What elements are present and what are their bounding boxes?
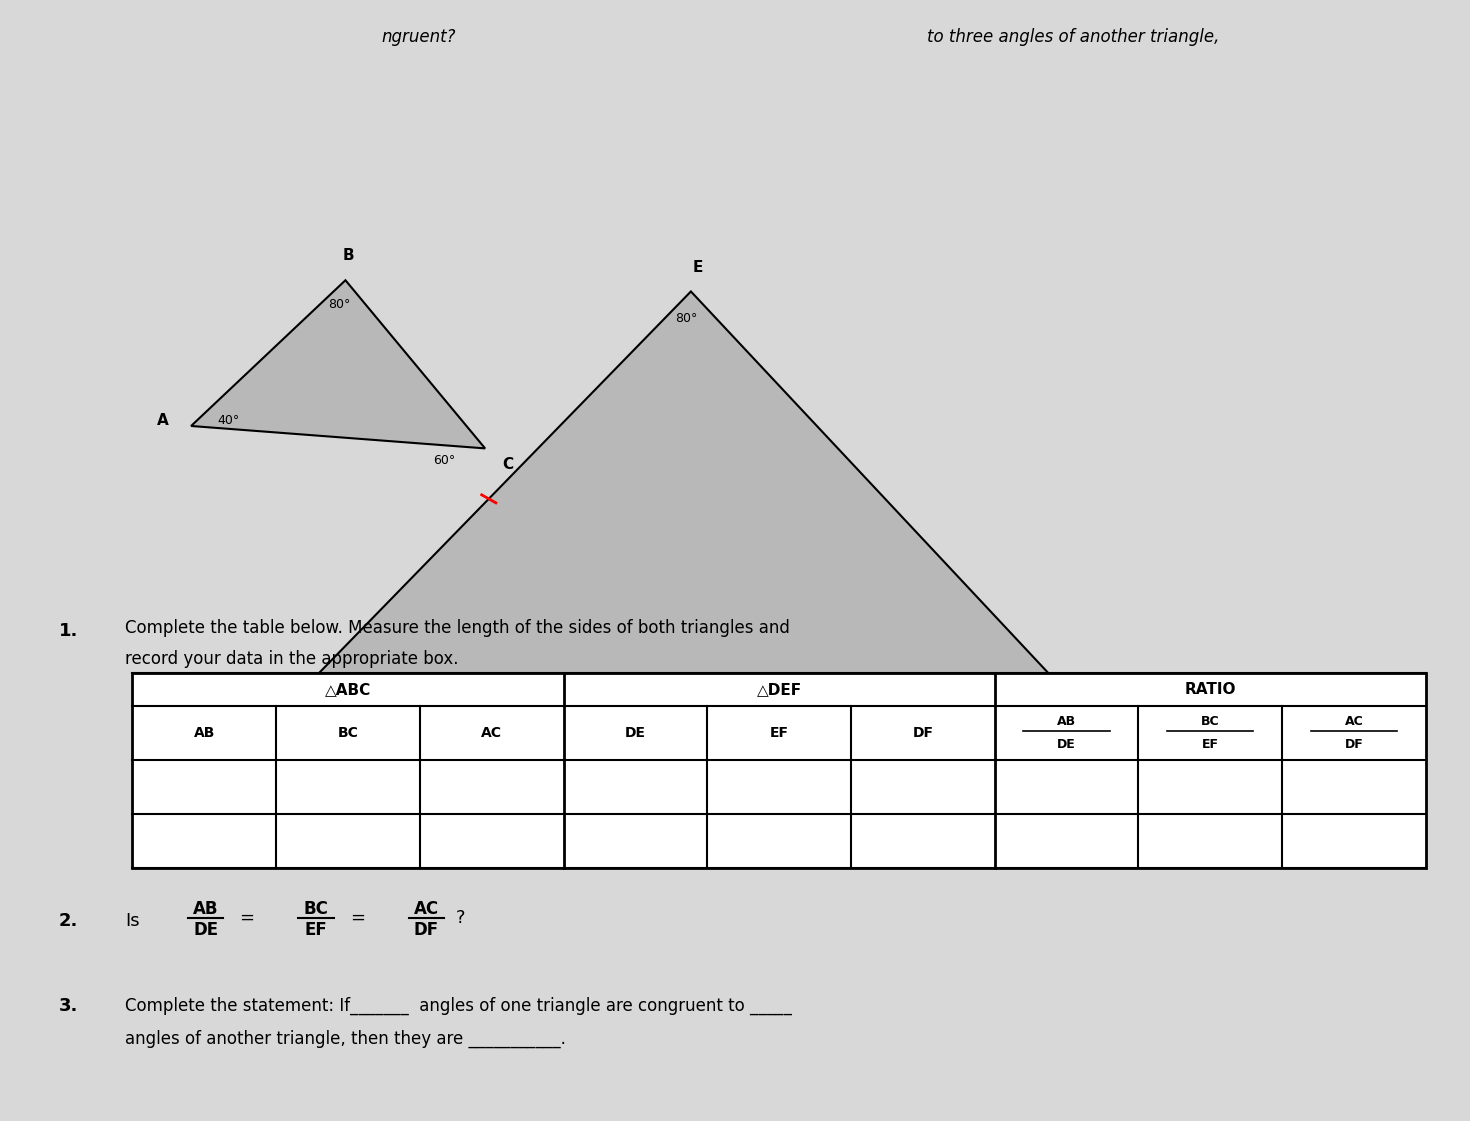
Text: 3.: 3. <box>59 997 78 1015</box>
Text: DE: DE <box>625 726 645 740</box>
Text: RATIO: RATIO <box>1185 682 1236 697</box>
Text: AC: AC <box>1345 715 1363 729</box>
Text: ?: ? <box>456 909 465 927</box>
Text: F: F <box>1076 689 1086 704</box>
Polygon shape <box>191 280 485 448</box>
Text: 80°: 80° <box>675 312 698 325</box>
Text: 80°: 80° <box>328 298 351 312</box>
Text: A: A <box>157 413 169 428</box>
Text: AC: AC <box>413 900 440 918</box>
Text: Complete the table below. Measure the length of the sides of both triangles and: Complete the table below. Measure the le… <box>125 619 789 637</box>
Text: BC: BC <box>304 900 328 918</box>
Text: AB: AB <box>1057 715 1076 729</box>
Text: AB: AB <box>193 900 219 918</box>
Text: 40°: 40° <box>313 691 335 704</box>
Text: to three angles of another triangle,: to three angles of another triangle, <box>928 28 1219 46</box>
Text: AB: AB <box>194 726 215 740</box>
Text: DF: DF <box>913 726 933 740</box>
Text: B: B <box>343 249 354 263</box>
Text: 40°: 40° <box>218 414 240 427</box>
Text: 60°: 60° <box>1000 693 1022 706</box>
Text: =: = <box>240 909 254 927</box>
Text: Is: Is <box>125 912 140 930</box>
Text: △ABC: △ABC <box>325 682 370 697</box>
Text: record your data in the appropriate box.: record your data in the appropriate box. <box>125 650 459 668</box>
Text: BC: BC <box>338 726 359 740</box>
Text: 1.: 1. <box>59 622 78 640</box>
Text: EF: EF <box>770 726 788 740</box>
Text: D: D <box>251 696 265 712</box>
Text: DF: DF <box>1345 738 1363 751</box>
Text: 60°: 60° <box>434 454 456 467</box>
Text: C: C <box>503 457 514 472</box>
Text: EF: EF <box>304 921 328 939</box>
Text: DE: DE <box>1057 738 1076 751</box>
Text: BC: BC <box>1201 715 1220 729</box>
Text: EF: EF <box>1202 738 1219 751</box>
Text: ngruent?: ngruent? <box>382 28 456 46</box>
Text: DE: DE <box>193 921 219 939</box>
Text: DF: DF <box>413 921 440 939</box>
Polygon shape <box>287 291 1058 706</box>
Text: E: E <box>692 260 704 275</box>
Text: AC: AC <box>481 726 503 740</box>
Bar <box>132 673 1426 868</box>
Text: △DEF: △DEF <box>757 682 801 697</box>
Text: 2.: 2. <box>59 912 78 930</box>
Text: Complete the statement: If_______  angles of one triangle are congruent to _____: Complete the statement: If_______ angles… <box>125 997 792 1015</box>
Text: =: = <box>350 909 365 927</box>
Text: angles of another triangle, then they are ___________.: angles of another triangle, then they ar… <box>125 1030 566 1048</box>
